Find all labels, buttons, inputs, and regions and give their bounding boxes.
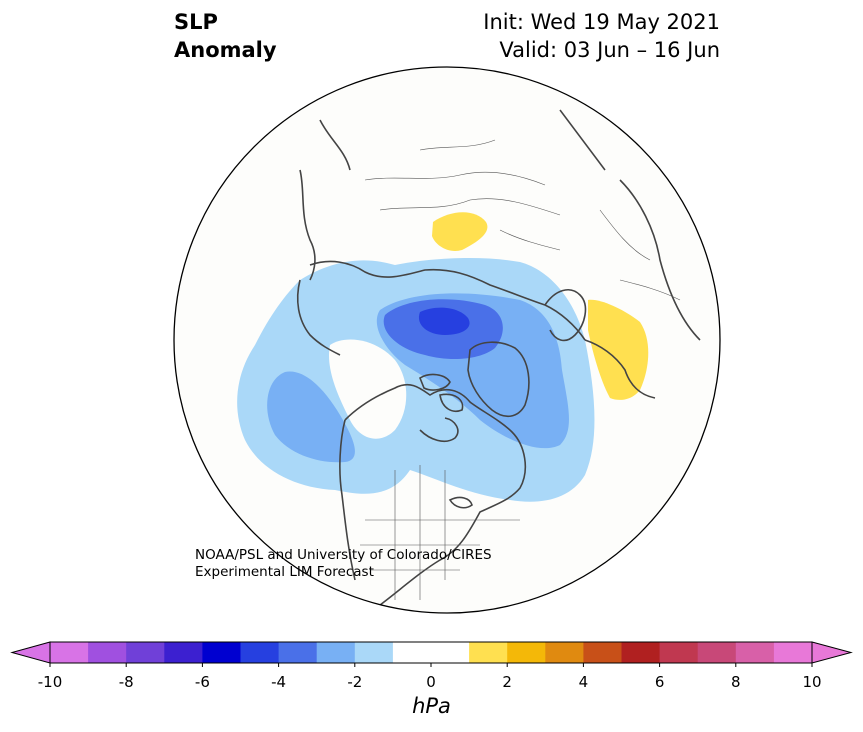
colorbar-cell: [240, 642, 280, 663]
title-line2: Anomaly: [174, 38, 277, 62]
colorbar-cell: [659, 642, 699, 663]
credit-line2: Experimental LIM Forecast: [195, 564, 374, 580]
colorbar-tick-label: -4: [271, 673, 286, 691]
forecast-dates: Init: Wed 19 May 2021 Valid: 03 Jun – 16…: [483, 8, 720, 64]
colorbar-tick-label: -10: [38, 673, 63, 691]
anomaly-fill-neg6: [418, 307, 470, 335]
colorbar-tick-label: 8: [731, 673, 741, 691]
anomaly-fill-pos-siberia: [432, 212, 488, 251]
colorbar-tick-label: -2: [347, 673, 362, 691]
colorbar-cell: [431, 642, 470, 663]
map-boundary: [173, 66, 721, 614]
colorbar-cell: [583, 642, 622, 663]
colorbar-tick-label: 4: [579, 673, 589, 691]
colorbar-cell: [164, 642, 203, 663]
anomaly-fill-neg3-pacific: [267, 371, 355, 463]
colorbar-tick-label: -6: [195, 673, 210, 691]
colorbar-unit-label: hPa: [412, 694, 451, 718]
colorbar-tick-label: 6: [655, 673, 665, 691]
colorbar-tick-label: 10: [802, 673, 821, 691]
valid-range: Valid: 03 Jun – 16 Jun: [499, 38, 720, 62]
colorbar-cell: [88, 642, 127, 663]
slp-anomaly-map: [173, 66, 721, 614]
init-date: Init: Wed 19 May 2021: [483, 10, 720, 34]
colorbar-cell: [126, 642, 165, 663]
credit-line1: NOAA/PSL and University of Colorado/CIRE…: [195, 547, 492, 563]
colorbar-tick-label: 0: [426, 673, 436, 691]
colorbar-extend-high: [811, 641, 853, 664]
anomaly-fill-pos-europe: [588, 299, 649, 400]
colorbar-cell: [697, 642, 737, 663]
colorbar-cell: [278, 642, 318, 663]
colorbar-tick-label: -8: [119, 673, 134, 691]
credit-text: NOAA/PSL and University of Colorado/CIRE…: [195, 547, 492, 581]
coastlines: [296, 109, 701, 606]
colorbar-cell: [773, 642, 813, 663]
map-title: SLP Anomaly: [174, 8, 277, 64]
colorbar-cell: [50, 642, 89, 663]
colorbar-cell: [735, 642, 775, 663]
colorbar-cell: [202, 642, 241, 663]
colorbar-cell: [621, 642, 661, 663]
colorbar-cell: [316, 642, 356, 663]
colorbar-extend-low: [10, 641, 51, 664]
title-line1: SLP: [174, 10, 218, 34]
anomaly-gap: [329, 339, 407, 439]
colorbar-cell: [507, 642, 546, 663]
political-borders: [360, 139, 681, 600]
colorbar-cell: [392, 642, 432, 663]
colorbar-cell: [545, 642, 584, 663]
colorbar: -10 -8 -6 -4 -2 0 2 4 6 8 10: [10, 641, 853, 691]
colorbar-cell: [469, 642, 508, 663]
colorbar-tick-label: 2: [502, 673, 512, 691]
colorbar-cells: [10, 641, 853, 664]
colorbar-ticks: -10 -8 -6 -4 -2 0 2 4 6 8 10: [38, 663, 822, 691]
colorbar-cell: [354, 642, 394, 663]
